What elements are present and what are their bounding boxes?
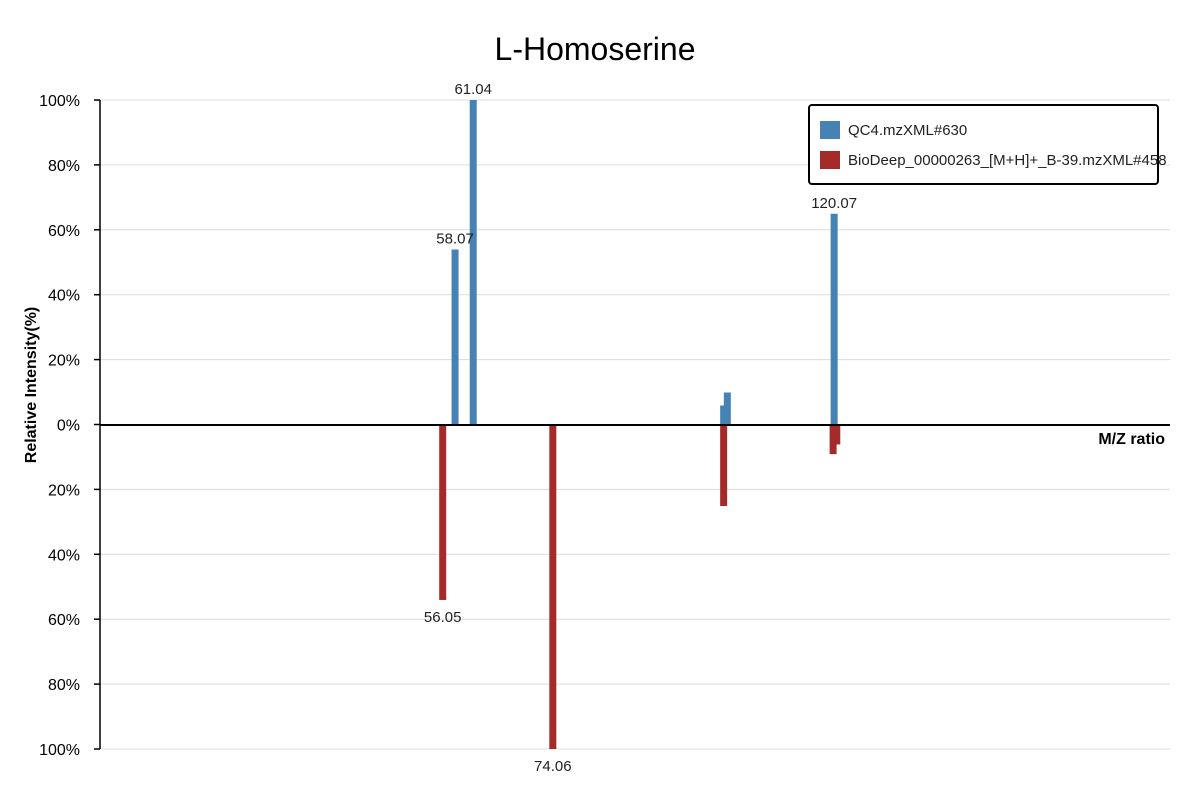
legend-swatch-qc4 (820, 121, 840, 139)
y-tick-label: 40% (48, 288, 80, 305)
peak-mz-label: 74.06 (534, 758, 572, 775)
y-tick-label: 60% (48, 612, 80, 629)
query-peak-bar (451, 249, 459, 425)
y-tick-label: 100% (39, 93, 80, 110)
reference-peak-bar (549, 425, 557, 749)
y-tick-label: 20% (48, 353, 80, 370)
query-peak-bar (469, 100, 477, 425)
y-tick-labels: 100% 80% 60% 40% 20% 0% 20% 40% 60% 80% 100% (39, 93, 80, 759)
y-tick-label: 20% (48, 482, 80, 499)
reference-peak-bar (439, 425, 447, 600)
y-tick-label: 0% (57, 418, 80, 435)
peak-mz-label: 120.07 (811, 195, 857, 212)
y-tick-label: 80% (48, 158, 80, 175)
chart-title: L-Homoserine (495, 31, 696, 67)
y-axis-title: Relative Intensity(%) (23, 307, 40, 463)
y-tick-label: 80% (48, 677, 80, 694)
reference-peak-bar (720, 425, 728, 506)
query-peak-bar (723, 392, 731, 425)
peak-mz-label: 58.07 (436, 231, 474, 248)
legend-swatch-biodeep (820, 151, 840, 169)
y-tick-label: 60% (48, 223, 80, 240)
legend-box (808, 104, 1159, 185)
legend-label-qc4: QC4.mzXML#630 (848, 122, 967, 139)
legend-label-biodeep: BioDeep_00000263_[M+H]+_B-39.mzXML#458 (848, 152, 1167, 169)
peak-labels: 58.07 61.04 120.07 56.05 74.06 (424, 81, 857, 775)
y-tick-label: 100% (39, 742, 80, 759)
bars (439, 100, 841, 749)
x-axis-title: M/Z ratio (1098, 431, 1165, 448)
y-tick-label: 40% (48, 547, 80, 564)
legend: QC4.mzXML#630 BioDeep_00000263_[M+H]+_B-… (808, 104, 1167, 185)
query-peak-bar (830, 213, 838, 425)
reference-peak-bar (829, 425, 837, 455)
grid-lines (94, 99, 1170, 750)
peak-mz-label: 56.05 (424, 609, 462, 626)
query-peak-bar (720, 405, 728, 425)
peak-mz-label: 61.04 (454, 81, 492, 98)
reference-peak-bar (833, 425, 841, 445)
